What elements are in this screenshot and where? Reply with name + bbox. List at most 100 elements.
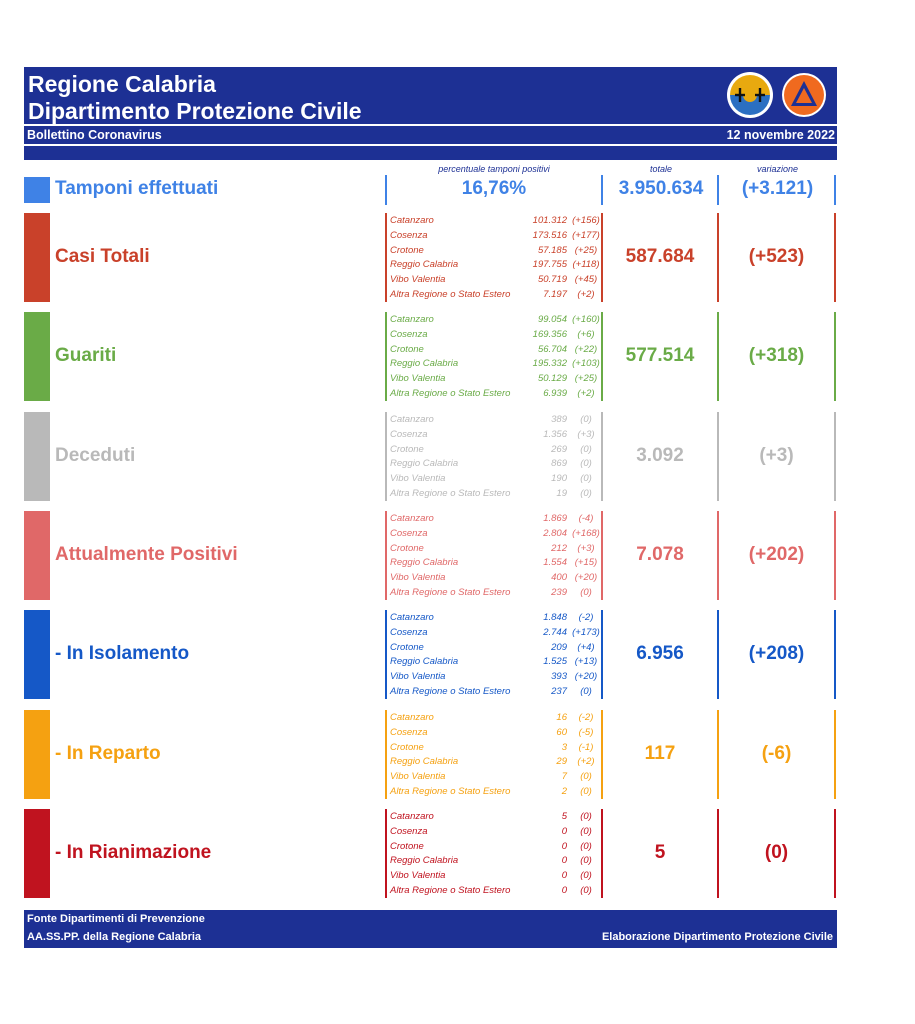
source-line-2: AA.SS.PP. della Regione Calabria <box>27 931 202 943</box>
category-label: Casi Totali <box>55 245 150 267</box>
category-color-bar <box>24 809 50 898</box>
regione-calabria-crest-icon <box>727 72 773 118</box>
province-row: Catanzaro 99.054 (+160) <box>388 313 600 328</box>
province-value: 169.356 <box>532 328 567 340</box>
province-value: 1.525 <box>543 656 567 668</box>
province-value: 190 <box>551 473 567 485</box>
category-divider <box>601 312 603 401</box>
province-value: 50.719 <box>537 274 567 286</box>
province-value: 6.939 <box>543 387 567 399</box>
tamponi-divider <box>601 175 603 205</box>
category-divider <box>385 213 387 302</box>
category-divider <box>834 610 836 699</box>
category-divider <box>601 809 603 898</box>
province-name: Catanzaro <box>390 712 434 723</box>
province-delta: (0) <box>580 870 592 882</box>
province-row: Altra Regione o Stato Estero 7.197 (+2) <box>388 288 600 303</box>
province-row: Catanzaro 5 (0) <box>388 810 600 825</box>
province-delta: (0) <box>580 487 592 499</box>
category-color-bar <box>24 312 50 401</box>
total-column-header: totale <box>649 164 673 174</box>
province-delta: (+173) <box>572 626 600 638</box>
province-delta: (0) <box>580 443 592 455</box>
category-divider <box>717 213 719 302</box>
province-delta: (+177) <box>572 229 600 241</box>
province-name: Catanzaro <box>390 811 434 822</box>
province-value: 101.312 <box>532 215 567 226</box>
province-value: 57.185 <box>537 244 567 256</box>
province-name: Catanzaro <box>390 215 434 226</box>
province-value: 7 <box>561 771 567 783</box>
province-value: 0 <box>561 870 567 882</box>
province-delta: (0) <box>580 771 592 783</box>
province-value: 2.744 <box>543 626 567 638</box>
category-total: 577.514 <box>625 344 695 366</box>
province-delta: (0) <box>580 855 592 867</box>
province-name: Reggio Calabria <box>390 557 459 569</box>
province-delta: (+160) <box>572 314 600 325</box>
province-breakdown: Catanzaro 389 (0) Cosenza 1.356 (+3) Crotone 26… <box>388 413 600 502</box>
province-breakdown: Catanzaro 99.054 (+160) Cosenza 169.356 (+6) C… <box>388 313 600 402</box>
province-value: 60 <box>556 726 567 738</box>
department-title: Dipartimento Protezione Civile <box>28 98 362 124</box>
province-name: Cosenza <box>390 825 428 837</box>
province-value: 209 <box>551 641 567 653</box>
province-value: 1.848 <box>543 612 567 623</box>
province-row: Catanzaro 389 (0) <box>388 413 600 428</box>
province-delta: (+20) <box>574 572 598 584</box>
province-delta: (+20) <box>574 671 598 683</box>
province-value: 29 <box>556 756 567 768</box>
province-delta: (+45) <box>574 274 598 286</box>
category-divider <box>601 710 603 799</box>
province-row: Reggio Calabria 197.755 (+118) <box>388 258 600 273</box>
province-delta: (-4) <box>578 513 594 524</box>
province-name: Altra Regione o Stato Estero <box>390 785 511 797</box>
province-delta: (0) <box>580 586 592 598</box>
province-row: Crotone 0 (0) <box>388 840 600 855</box>
province-delta: (+168) <box>572 527 600 539</box>
province-row: Cosenza 169.356 (+6) <box>388 328 600 343</box>
province-breakdown: Catanzaro 5 (0) Cosenza 0 (0) Crotone 0 (0) Reggi… <box>388 810 600 899</box>
category-variation: (+523) <box>748 245 805 267</box>
province-row: Vibo Valentia 393 (+20) <box>388 670 600 685</box>
province-name: Cosenza <box>390 428 428 440</box>
source-line-1: Fonte Dipartimenti di Prevenzione <box>27 913 205 925</box>
province-row: Reggio Calabria 29 (+2) <box>388 755 600 770</box>
province-delta: (0) <box>580 785 592 797</box>
province-delta: (-5) <box>578 726 594 738</box>
province-value: 389 <box>551 414 567 425</box>
province-row: Cosenza 0 (0) <box>388 825 600 840</box>
province-delta: (+2) <box>577 387 595 399</box>
category-divider <box>385 412 387 501</box>
province-value: 173.516 <box>532 229 567 241</box>
province-value: 50.129 <box>537 373 567 385</box>
province-delta: (0) <box>580 414 592 425</box>
province-delta: (-1) <box>578 741 594 753</box>
province-value: 400 <box>551 572 567 584</box>
province-name: Altra Regione o Stato Estero <box>390 487 511 499</box>
province-delta: (+3) <box>577 542 595 554</box>
province-name: Vibo Valentia <box>390 373 446 385</box>
province-name: Altra Regione o Stato Estero <box>390 288 511 300</box>
category-divider <box>385 710 387 799</box>
category-variation: (-6) <box>761 742 792 764</box>
province-name: Crotone <box>390 741 424 753</box>
percent-column-header: percentuale tamponi positivi <box>438 164 550 174</box>
province-value: 239 <box>551 586 567 598</box>
province-value: 2.804 <box>543 527 567 539</box>
province-delta: (0) <box>580 811 592 822</box>
province-name: Crotone <box>390 343 424 355</box>
province-name: Altra Regione o Stato Estero <box>390 884 511 896</box>
category-divider <box>717 511 719 600</box>
province-row: Catanzaro 1.848 (-2) <box>388 611 600 626</box>
province-row: Altra Regione o Stato Estero 19 (0) <box>388 487 600 502</box>
province-name: Vibo Valentia <box>390 771 446 783</box>
province-name: Vibo Valentia <box>390 671 446 683</box>
elaboration-credit: Elaborazione Dipartimento Protezione Civ… <box>601 931 833 943</box>
province-delta: (+6) <box>577 328 595 340</box>
province-value: 869 <box>551 458 567 470</box>
category-label: Attualmente Positivi <box>55 543 238 565</box>
province-name: Crotone <box>390 641 424 653</box>
category-total: 6.956 <box>636 642 684 664</box>
province-value: 5 <box>561 811 567 822</box>
